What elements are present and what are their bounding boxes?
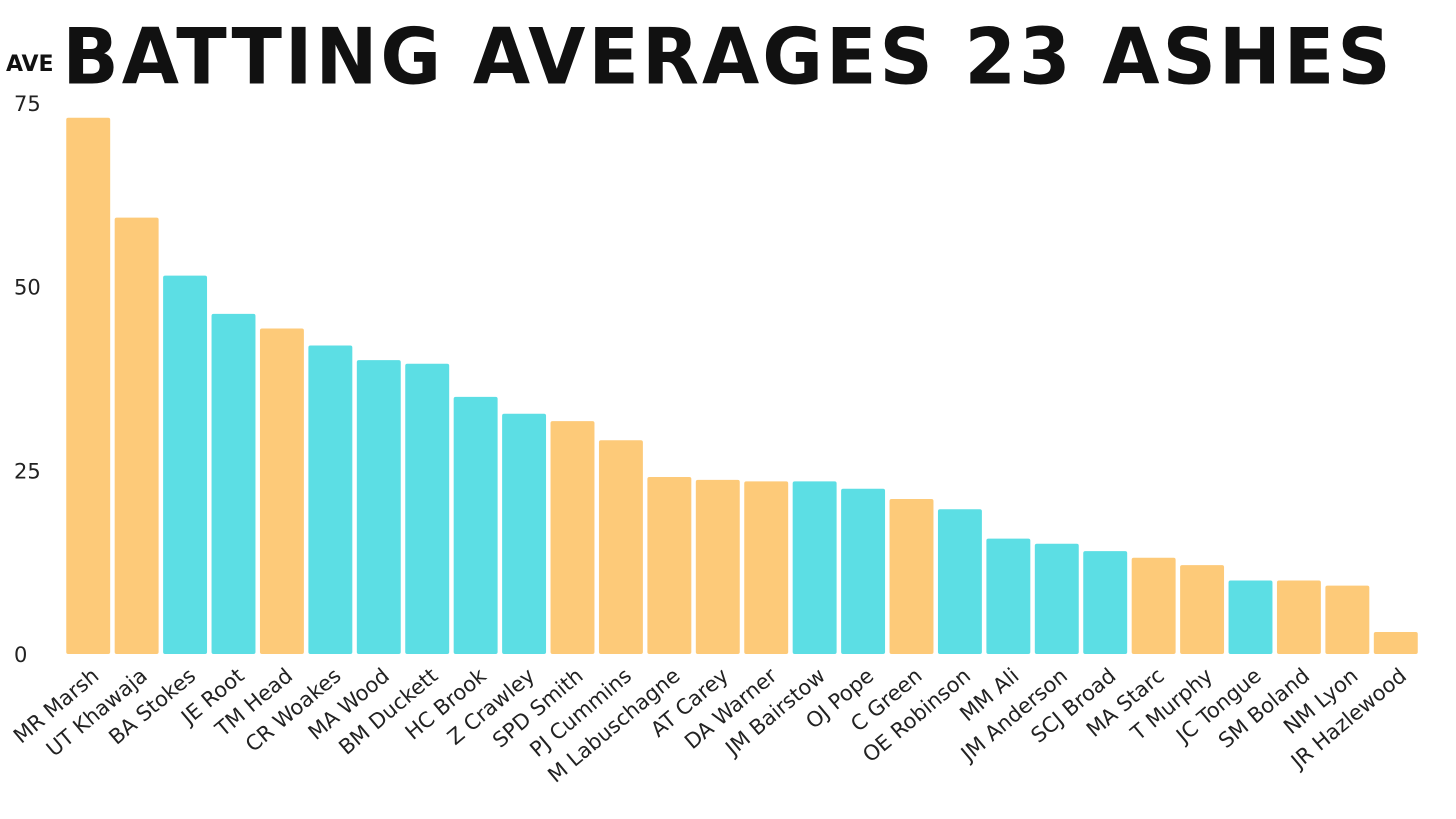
bar-jr-hazlewood — [1373, 631, 1418, 654]
bar-tm-head — [259, 328, 304, 654]
y-tick-label: 0 — [14, 643, 27, 667]
bar-mr-marsh — [66, 117, 111, 654]
bar-da-warner — [744, 481, 789, 654]
y-tick-label: 75 — [14, 92, 41, 116]
y-axis-label: AVE — [6, 52, 54, 77]
bar-m-labuschagne — [647, 476, 692, 654]
bar-pj-cummins — [598, 440, 643, 654]
bar-jm-anderson — [1034, 543, 1079, 654]
y-axis-ticks: 0 25 50 75 — [14, 92, 41, 667]
y-tick-label: 50 — [14, 276, 41, 300]
chart-title: BATTING AVERAGES 23 ASHES — [62, 11, 1394, 103]
bar-sm-boland — [1276, 580, 1321, 654]
bar-bm-duckett — [405, 363, 450, 654]
bar-c-green — [889, 498, 934, 654]
bar-ba-stokes — [163, 275, 208, 654]
bar-at-carey — [695, 479, 740, 654]
y-tick-label: 25 — [14, 459, 41, 483]
bar-ut-khawaja — [114, 217, 159, 655]
bar-oj-pope — [841, 488, 886, 654]
bar-z-crawley — [502, 413, 547, 654]
bar-jc-tongue — [1228, 580, 1273, 654]
bars — [66, 117, 1418, 655]
bar-spd-smith — [550, 421, 595, 654]
bar-oe-robinson — [937, 509, 982, 654]
bar-mm-ali — [986, 538, 1031, 654]
bar-ma-wood — [356, 360, 401, 654]
bar-ma-starc — [1131, 557, 1176, 654]
bar-je-root — [211, 313, 256, 654]
bar-nm-lyon — [1325, 585, 1370, 654]
bar-t-murphy — [1180, 565, 1225, 654]
bar-cr-woakes — [308, 345, 353, 654]
bar-jm-bairstow — [792, 481, 837, 654]
bar-hc-brook — [453, 396, 498, 654]
bar-scj-broad — [1083, 551, 1128, 654]
